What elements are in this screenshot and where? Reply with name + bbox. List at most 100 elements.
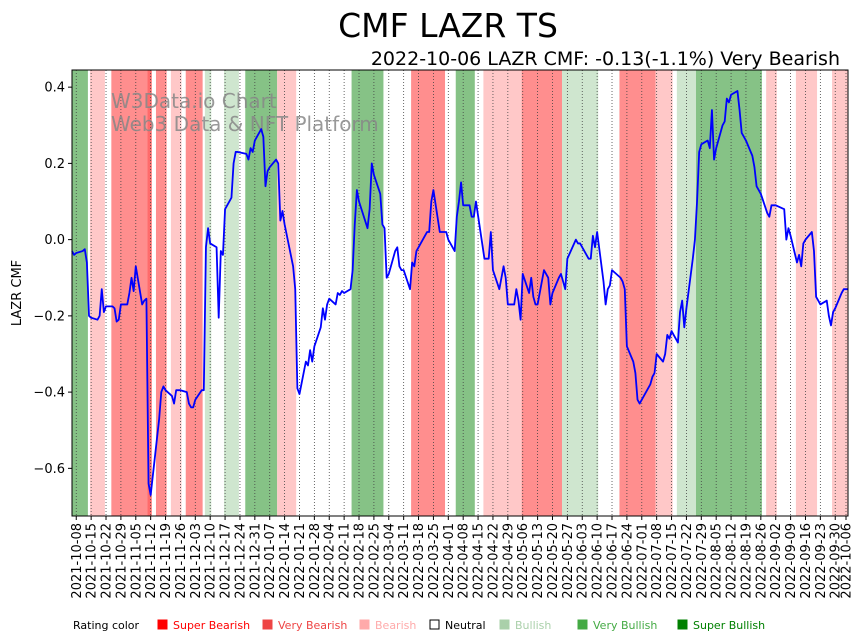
legend-swatch [577,619,588,630]
rating-band [351,70,384,516]
rating-band [562,70,599,516]
legend-swatch [677,619,688,630]
plot-frame [71,69,849,517]
series-line-lazr-cmf [71,90,848,496]
x-tick-label: 2022-03-11 [397,523,412,599]
legend-item: Bearish [359,619,416,632]
y-tick-label: 0.0 [44,233,65,248]
x-tick-label: 2021-10-22 [100,523,115,599]
y-tick-label: −0.2 [33,309,65,324]
y-axis-label: LAZR CMF [10,260,25,326]
chart-title: CMF LAZR TS [338,6,558,45]
rating-band [455,70,475,516]
x-tick-label: 2022-06-03 [576,523,591,599]
x-tick-label: 2022-02-11 [338,523,353,599]
watermark-line-1: W3Data.io Chart [111,89,277,113]
x-tick-label: 2022-07-08 [650,523,665,599]
x-tick-label: 2022-02-18 [353,523,368,599]
legend-label: Bearish [375,619,416,632]
x-tick-label: 2022-05-13 [531,523,546,599]
x-tick-label: 2021-10-08 [70,523,85,599]
legend-title: Rating color [73,619,140,632]
rating-band [72,70,88,516]
rating-band [474,70,478,516]
y-tick-label: 0.2 [44,157,65,172]
chart-subtitle: 2022-10-06 LAZR CMF: -0.13(-1.1%) Very B… [371,48,840,70]
x-tick-label: 2022-07-22 [680,523,695,599]
rating-band [277,70,297,516]
x-tick-label: 2022-09-30 [829,523,844,599]
rating-band [87,70,91,516]
rating-band [383,70,412,516]
x-tick-label: 2022-01-28 [308,523,323,599]
x-tick-label: 2022-10-06 [840,523,855,599]
x-tick-label: 2021-12-10 [204,523,219,599]
x-tick-label: 2021-11-26 [174,523,189,599]
rating-band [795,70,818,516]
legend-label: Super Bullish [693,619,765,632]
rating-band [204,70,212,516]
rating-band [411,70,446,516]
watermark-line-2: Web3 Data & NFT Platform [111,112,379,136]
x-tick-label: 2021-10-29 [114,523,129,599]
x-tick-label: 2022-06-24 [620,523,635,599]
x-tick-label: 2022-02-04 [323,523,338,599]
legend-swatch [359,619,370,630]
x-tick-label: 2022-04-15 [472,523,487,599]
x-tick-label: 2022-04-22 [486,523,501,599]
rating-band [170,70,182,516]
x-tick-label: 2022-07-15 [665,523,680,599]
x-tick-label: 2022-01-21 [293,523,308,599]
legend-label: Very Bearish [278,619,347,632]
x-tick-label: 2021-12-31 [248,523,263,599]
legend-label: Bullish [515,619,551,632]
legend-item: Super Bullish [677,619,765,632]
x-tick-label: 2022-09-16 [799,523,814,599]
y-tick-label: 0.4 [44,81,65,96]
x-tick-label: 2021-12-24 [233,523,248,599]
rating-band [245,70,278,516]
x-tick-label: 2022-01-14 [278,523,293,599]
legend-item: Very Bearish [262,619,347,632]
legend-swatch [262,619,273,630]
y-tick-label: −0.4 [33,386,65,401]
x-tick-label: 2022-03-18 [412,523,427,599]
x-tick-label: 2022-04-29 [501,523,516,599]
legend-item: Bullish [499,619,551,632]
x-tick-label: 2022-03-25 [427,523,442,599]
rating-band [202,70,205,516]
x-tick-label: 2022-05-20 [546,523,561,599]
x-tick-label: 2022-09-23 [814,523,829,599]
legend-swatch [499,619,510,630]
x-tick-label: 2022-08-19 [739,523,754,599]
rating-band [695,70,762,516]
rating-band [521,70,563,516]
rating-band [832,70,848,516]
rating-band [655,70,673,516]
rating-band [445,70,456,516]
x-tick-label: 2022-05-27 [561,523,576,599]
rating-band [224,70,239,516]
legend-label: Super Bearish [173,619,250,632]
x-tick-label: 2022-08-26 [754,523,769,599]
rating-band [155,70,167,516]
rating-band [783,70,792,516]
x-tick-label: 2022-04-01 [442,523,457,599]
x-tick-label: 2022-04-08 [457,523,472,599]
rating-bands [72,70,848,516]
x-tick-label: 2022-06-10 [591,523,606,599]
x-tick-label: 2022-09-02 [769,523,784,599]
legend-item: Very Bullish [577,619,657,632]
x-tick-label: 2022-05-06 [516,523,531,599]
rating-band [90,70,105,516]
x-tick-label: 2022-01-07 [263,523,278,599]
x-axis: 2021-10-08 2021-10-15 2021-10-22 2021-10-29… [70,516,855,599]
rating-band [185,70,203,516]
watermark: W3Data.io Chart Web3 Data & NFT Platform [111,89,379,136]
x-tick-label: 2021-12-03 [189,523,204,599]
rating-band [817,70,833,516]
rating-legend: Rating color Super Bearish Very Bearish Bea… [73,619,765,632]
x-tick-label: 2021-11-19 [159,523,174,599]
x-tick-label: 2022-06-17 [606,523,621,599]
